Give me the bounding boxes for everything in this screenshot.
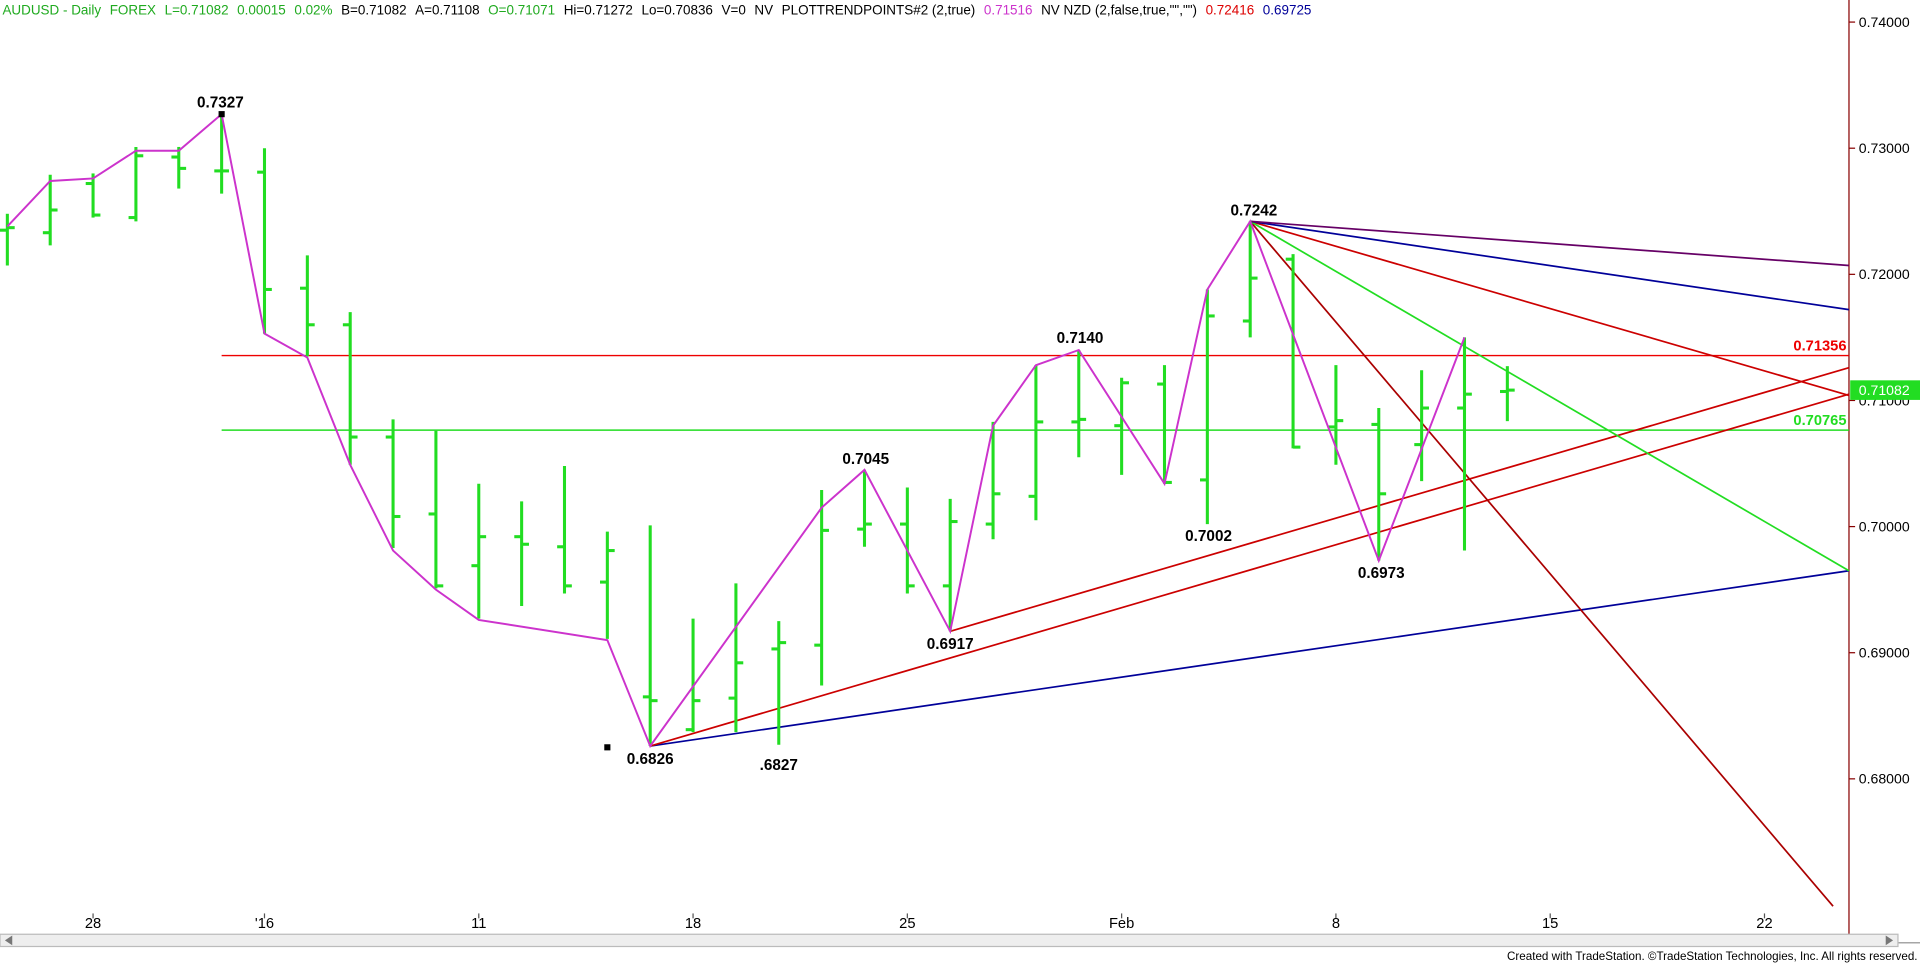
y-tick-label: 0.73000 bbox=[1859, 140, 1910, 156]
scrollbar[interactable] bbox=[0, 933, 1899, 948]
pivot-label: 0.7002 bbox=[1185, 528, 1232, 545]
x-tick-label: '16 bbox=[255, 916, 274, 932]
y-tick-label: 0.72000 bbox=[1859, 266, 1910, 282]
zigzag-line bbox=[6, 112, 1466, 749]
x-tick-label: 8 bbox=[1332, 916, 1340, 932]
pivot-label: 0.6973 bbox=[1358, 565, 1405, 582]
header-item: PLOTTRENDPOINTS#2 (2,true) bbox=[782, 3, 976, 18]
y-tick-label: 0.68000 bbox=[1859, 771, 1910, 787]
pivot-label: 0.7327 bbox=[197, 95, 244, 112]
x-tick-label: 28 bbox=[85, 916, 101, 932]
header-item: 0.02% bbox=[294, 3, 332, 18]
trend-line bbox=[1250, 220, 1850, 311]
pivot-marker bbox=[604, 744, 611, 751]
y-tick-label: 0.74000 bbox=[1859, 14, 1910, 30]
trend-line bbox=[650, 569, 1850, 747]
header-item: V=0 bbox=[722, 3, 746, 18]
last-price-label: 0.71082 bbox=[1859, 382, 1910, 398]
pivot-label: 0.6917 bbox=[927, 636, 974, 653]
header-item: NV NZD (2,false,true,"","") bbox=[1041, 3, 1197, 18]
header-item: Hi=0.71272 bbox=[564, 3, 633, 18]
header-item: Lo=0.70836 bbox=[641, 3, 712, 18]
header-item: 0.69725 bbox=[1263, 3, 1312, 18]
header-item: O=0.71071 bbox=[488, 3, 555, 18]
header: AUDUSD - Daily FOREX L=0.71082 0.00015 0.02%… bbox=[2, 3, 1311, 18]
x-tick-label: Feb bbox=[1109, 916, 1134, 932]
x-tick-label: 11 bbox=[471, 916, 486, 932]
header-item: AUDUSD - Daily bbox=[2, 3, 101, 18]
header-item: NV bbox=[754, 3, 773, 18]
pivot-label: 0.7140 bbox=[1057, 330, 1104, 347]
scroll-left[interactable] bbox=[4, 935, 13, 946]
x-tick-label: 18 bbox=[685, 916, 701, 932]
header-item: A=0.71108 bbox=[415, 3, 479, 18]
header-item: B=0.71082 bbox=[341, 3, 406, 18]
header-item: L=0.71082 bbox=[165, 3, 229, 18]
x-tick-label: 25 bbox=[899, 916, 915, 932]
trend-line bbox=[1250, 220, 1849, 267]
pivot-label: 0.7045 bbox=[842, 451, 889, 468]
trend-line bbox=[949, 366, 1850, 633]
header-item: 0.00015 bbox=[237, 3, 286, 18]
trend-line bbox=[649, 393, 1850, 747]
x-tick-label: 22 bbox=[1756, 916, 1772, 932]
pivot-marker bbox=[218, 111, 225, 118]
level-label: 0.71356 bbox=[1793, 339, 1846, 355]
y-tick-label: 0.70000 bbox=[1859, 518, 1910, 534]
header-item: 0.71516 bbox=[984, 3, 1033, 18]
trend-line bbox=[1249, 220, 1850, 572]
x-tick-label: 15 bbox=[1542, 916, 1558, 932]
trend-line bbox=[1249, 220, 1834, 907]
level-label: 0.70765 bbox=[1793, 413, 1846, 429]
pivot-label: 0.7242 bbox=[1230, 203, 1277, 220]
pivot-label: 0.6826 bbox=[627, 751, 674, 768]
trend-line bbox=[1249, 220, 1850, 397]
last-price-box bbox=[1850, 380, 1920, 400]
header-item: FOREX bbox=[110, 3, 156, 18]
footer: Created with TradeStation. ©TradeStation… bbox=[1507, 950, 1918, 963]
pivot-label: .6827 bbox=[760, 757, 798, 774]
y-tick-label: 0.69000 bbox=[1859, 645, 1910, 661]
header-item: 0.72416 bbox=[1206, 3, 1255, 18]
scroll-right[interactable] bbox=[1885, 935, 1894, 946]
